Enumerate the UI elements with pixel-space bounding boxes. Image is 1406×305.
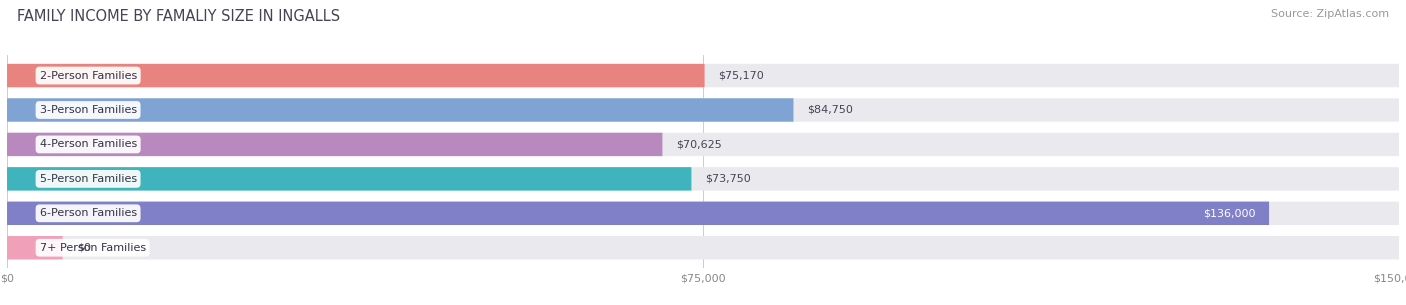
Text: $0: $0 [77, 243, 90, 253]
Text: FAMILY INCOME BY FAMALIY SIZE IN INGALLS: FAMILY INCOME BY FAMALIY SIZE IN INGALLS [17, 9, 340, 24]
FancyBboxPatch shape [7, 133, 1399, 156]
Text: $84,750: $84,750 [807, 105, 853, 115]
FancyBboxPatch shape [7, 64, 704, 87]
FancyBboxPatch shape [7, 64, 1399, 87]
FancyBboxPatch shape [7, 202, 1270, 225]
FancyBboxPatch shape [7, 133, 662, 156]
FancyBboxPatch shape [7, 236, 63, 260]
Text: 6-Person Families: 6-Person Families [39, 208, 136, 218]
Text: $73,750: $73,750 [706, 174, 751, 184]
Text: $75,170: $75,170 [718, 70, 765, 81]
Text: 4-Person Families: 4-Person Families [39, 139, 136, 149]
Text: 3-Person Families: 3-Person Families [39, 105, 136, 115]
FancyBboxPatch shape [7, 236, 1399, 260]
Text: $136,000: $136,000 [1202, 208, 1256, 218]
FancyBboxPatch shape [7, 167, 1399, 191]
Text: Source: ZipAtlas.com: Source: ZipAtlas.com [1271, 9, 1389, 19]
FancyBboxPatch shape [7, 98, 793, 122]
FancyBboxPatch shape [7, 98, 1399, 122]
Text: 2-Person Families: 2-Person Families [39, 70, 136, 81]
FancyBboxPatch shape [7, 167, 692, 191]
Text: 7+ Person Families: 7+ Person Families [39, 243, 146, 253]
Text: $70,625: $70,625 [676, 139, 723, 149]
FancyBboxPatch shape [7, 202, 1399, 225]
Text: 5-Person Families: 5-Person Families [39, 174, 136, 184]
